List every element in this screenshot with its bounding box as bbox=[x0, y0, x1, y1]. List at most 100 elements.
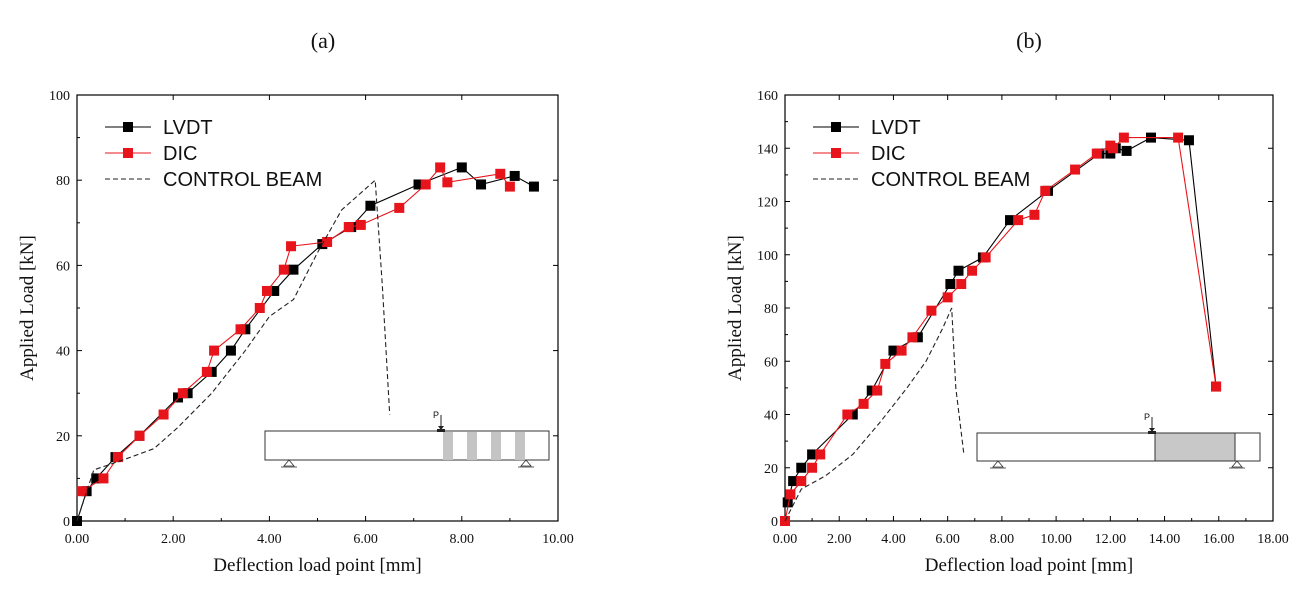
data-point-lvdt bbox=[945, 279, 955, 289]
data-point-dic bbox=[880, 359, 890, 369]
data-point-dic bbox=[98, 473, 108, 483]
x-tick-label: 6.00 bbox=[353, 532, 378, 547]
chart-b-svg: (b)0.00 2.00 4.00 6.00 8.00 10.00 12.00 14.00 16… bbox=[652, 0, 1304, 605]
x-tick-label: 6.00 bbox=[935, 532, 960, 547]
legend-label: DIC bbox=[871, 143, 905, 165]
y-axis-title-a: Applied Load [kN] bbox=[17, 235, 38, 381]
data-point-dic bbox=[286, 241, 296, 251]
x-tick-label: 14.00 bbox=[1149, 532, 1181, 547]
legend-label: LVDT bbox=[871, 117, 921, 139]
y-tick-label: 40 bbox=[56, 345, 70, 360]
data-point-lvdt bbox=[1184, 135, 1194, 145]
y-tick-label: 0 bbox=[63, 515, 70, 530]
x-tick-label: 4.00 bbox=[257, 532, 282, 547]
cfrp-plate bbox=[491, 432, 501, 460]
data-point-dic bbox=[495, 169, 505, 179]
data-point-dic bbox=[159, 410, 169, 420]
x-tick-label: 4.00 bbox=[881, 532, 906, 547]
x-tick-label: 8.00 bbox=[990, 532, 1015, 547]
data-point-dic bbox=[859, 399, 869, 409]
data-point-lvdt bbox=[288, 265, 298, 275]
y-tick-label: 20 bbox=[764, 462, 778, 477]
x-tick-label: 2.00 bbox=[827, 532, 852, 547]
data-point-dic bbox=[785, 489, 795, 499]
data-point-dic bbox=[1092, 149, 1102, 159]
x-axis-title-a: Deflection load point [mm] bbox=[213, 555, 421, 576]
data-point-dic bbox=[1029, 210, 1039, 220]
x-tick-label: 18.00 bbox=[1257, 532, 1289, 547]
data-point-dic bbox=[1040, 186, 1050, 196]
data-point-dic bbox=[907, 332, 917, 342]
y-tick-label: 100 bbox=[757, 249, 778, 264]
y-axis-title-b: Applied Load [kN] bbox=[725, 235, 746, 381]
data-point-dic bbox=[421, 179, 431, 189]
data-point-lvdt bbox=[476, 179, 486, 189]
x-axis-title-b: Deflection load point [mm] bbox=[925, 555, 1133, 576]
cfrp-plate bbox=[443, 432, 453, 460]
data-point-dic bbox=[926, 306, 936, 316]
data-point-dic bbox=[1013, 215, 1023, 225]
cfrp-plate bbox=[515, 432, 525, 460]
y-tick-label: 60 bbox=[56, 259, 70, 274]
y-tick-label: 140 bbox=[757, 142, 778, 157]
chart-a-svg: (a)0.00 2.00 4.00 6.00 8.00 10.00020406080100… bbox=[0, 0, 652, 605]
data-point-dic bbox=[981, 252, 991, 262]
x-tick-label: 12.00 bbox=[1095, 532, 1127, 547]
strengthened-region bbox=[1155, 433, 1235, 461]
x-tick-label: 2.00 bbox=[161, 532, 186, 547]
y-tick-label: 0 bbox=[771, 515, 778, 530]
load-plate bbox=[437, 429, 445, 432]
y-tick-label: 80 bbox=[764, 302, 778, 317]
data-point-dic bbox=[796, 476, 806, 486]
data-point-lvdt bbox=[796, 463, 806, 473]
beam-schematic-a: P bbox=[265, 410, 549, 467]
data-point-dic bbox=[209, 346, 219, 356]
panel-label-b: (b) bbox=[1016, 28, 1042, 53]
data-point-dic bbox=[872, 386, 882, 396]
data-point-dic bbox=[807, 463, 817, 473]
data-point-dic bbox=[262, 286, 272, 296]
data-point-dic bbox=[394, 203, 404, 213]
support-icon bbox=[521, 460, 531, 466]
x-tick-label: 0.00 bbox=[773, 532, 798, 547]
y-tick-label: 20 bbox=[56, 430, 70, 445]
data-point-lvdt bbox=[1122, 146, 1132, 156]
legend-marker bbox=[831, 122, 841, 132]
legend-marker bbox=[123, 122, 133, 132]
legend-marker bbox=[123, 148, 133, 158]
data-point-dic bbox=[1070, 165, 1080, 175]
load-label: P bbox=[433, 410, 439, 420]
series-line-lvdt bbox=[77, 167, 534, 521]
beam-body bbox=[265, 431, 549, 460]
support-icon bbox=[993, 461, 1003, 467]
data-point-dic bbox=[1173, 133, 1183, 143]
legend-label: DIC bbox=[163, 143, 197, 165]
data-point-dic bbox=[279, 265, 289, 275]
series-line-control-beam bbox=[785, 308, 964, 521]
data-point-dic bbox=[356, 220, 366, 230]
data-point-lvdt bbox=[365, 201, 375, 211]
x-tick-label: 10.00 bbox=[542, 532, 574, 547]
x-tick-label: 0.00 bbox=[65, 532, 90, 547]
y-tick-label: 160 bbox=[757, 89, 778, 104]
support-icon bbox=[1232, 461, 1242, 467]
data-point-lvdt bbox=[226, 346, 236, 356]
y-tick-label: 60 bbox=[764, 355, 778, 370]
data-point-dic bbox=[897, 346, 907, 356]
data-point-dic bbox=[178, 388, 188, 398]
y-tick-label: 120 bbox=[757, 196, 778, 211]
data-point-dic bbox=[1108, 143, 1118, 153]
legend-label: LVDT bbox=[163, 117, 213, 139]
load-plate bbox=[1148, 431, 1156, 434]
data-point-dic bbox=[344, 222, 354, 232]
y-tick-label: 100 bbox=[49, 89, 70, 104]
cfrp-plate bbox=[467, 432, 477, 460]
legend-marker bbox=[831, 148, 841, 158]
data-point-lvdt bbox=[457, 162, 467, 172]
data-point-dic bbox=[202, 367, 212, 377]
data-point-dic bbox=[943, 292, 953, 302]
data-point-dic bbox=[135, 431, 145, 441]
support-icon bbox=[284, 460, 294, 466]
data-point-lvdt bbox=[510, 171, 520, 181]
data-point-dic bbox=[255, 303, 265, 313]
